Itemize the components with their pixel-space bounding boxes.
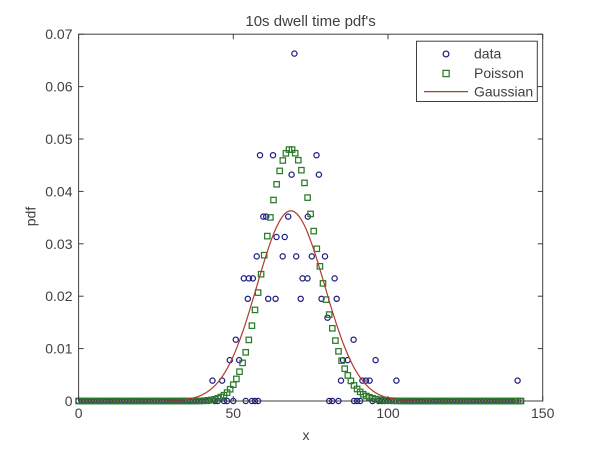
svg-text:pdf: pdf xyxy=(23,207,39,227)
svg-text:0: 0 xyxy=(65,393,73,409)
svg-text:0.07: 0.07 xyxy=(45,26,72,42)
svg-text:150: 150 xyxy=(531,405,555,421)
svg-text:Gaussian: Gaussian xyxy=(474,84,533,100)
svg-text:50: 50 xyxy=(226,405,242,421)
svg-text:0.05: 0.05 xyxy=(45,131,72,147)
svg-text:0.03: 0.03 xyxy=(45,236,72,252)
svg-text:10s dwell time pdf's: 10s dwell time pdf's xyxy=(245,13,375,30)
svg-text:Poisson: Poisson xyxy=(474,65,524,81)
svg-text:0.01: 0.01 xyxy=(45,341,72,357)
svg-text:0.06: 0.06 xyxy=(45,79,72,95)
svg-text:0.02: 0.02 xyxy=(45,288,72,304)
svg-text:data: data xyxy=(474,46,501,62)
svg-text:100: 100 xyxy=(376,405,400,421)
svg-text:0: 0 xyxy=(75,405,83,421)
svg-text:0.04: 0.04 xyxy=(45,183,72,199)
svg-text:x: x xyxy=(303,427,310,443)
